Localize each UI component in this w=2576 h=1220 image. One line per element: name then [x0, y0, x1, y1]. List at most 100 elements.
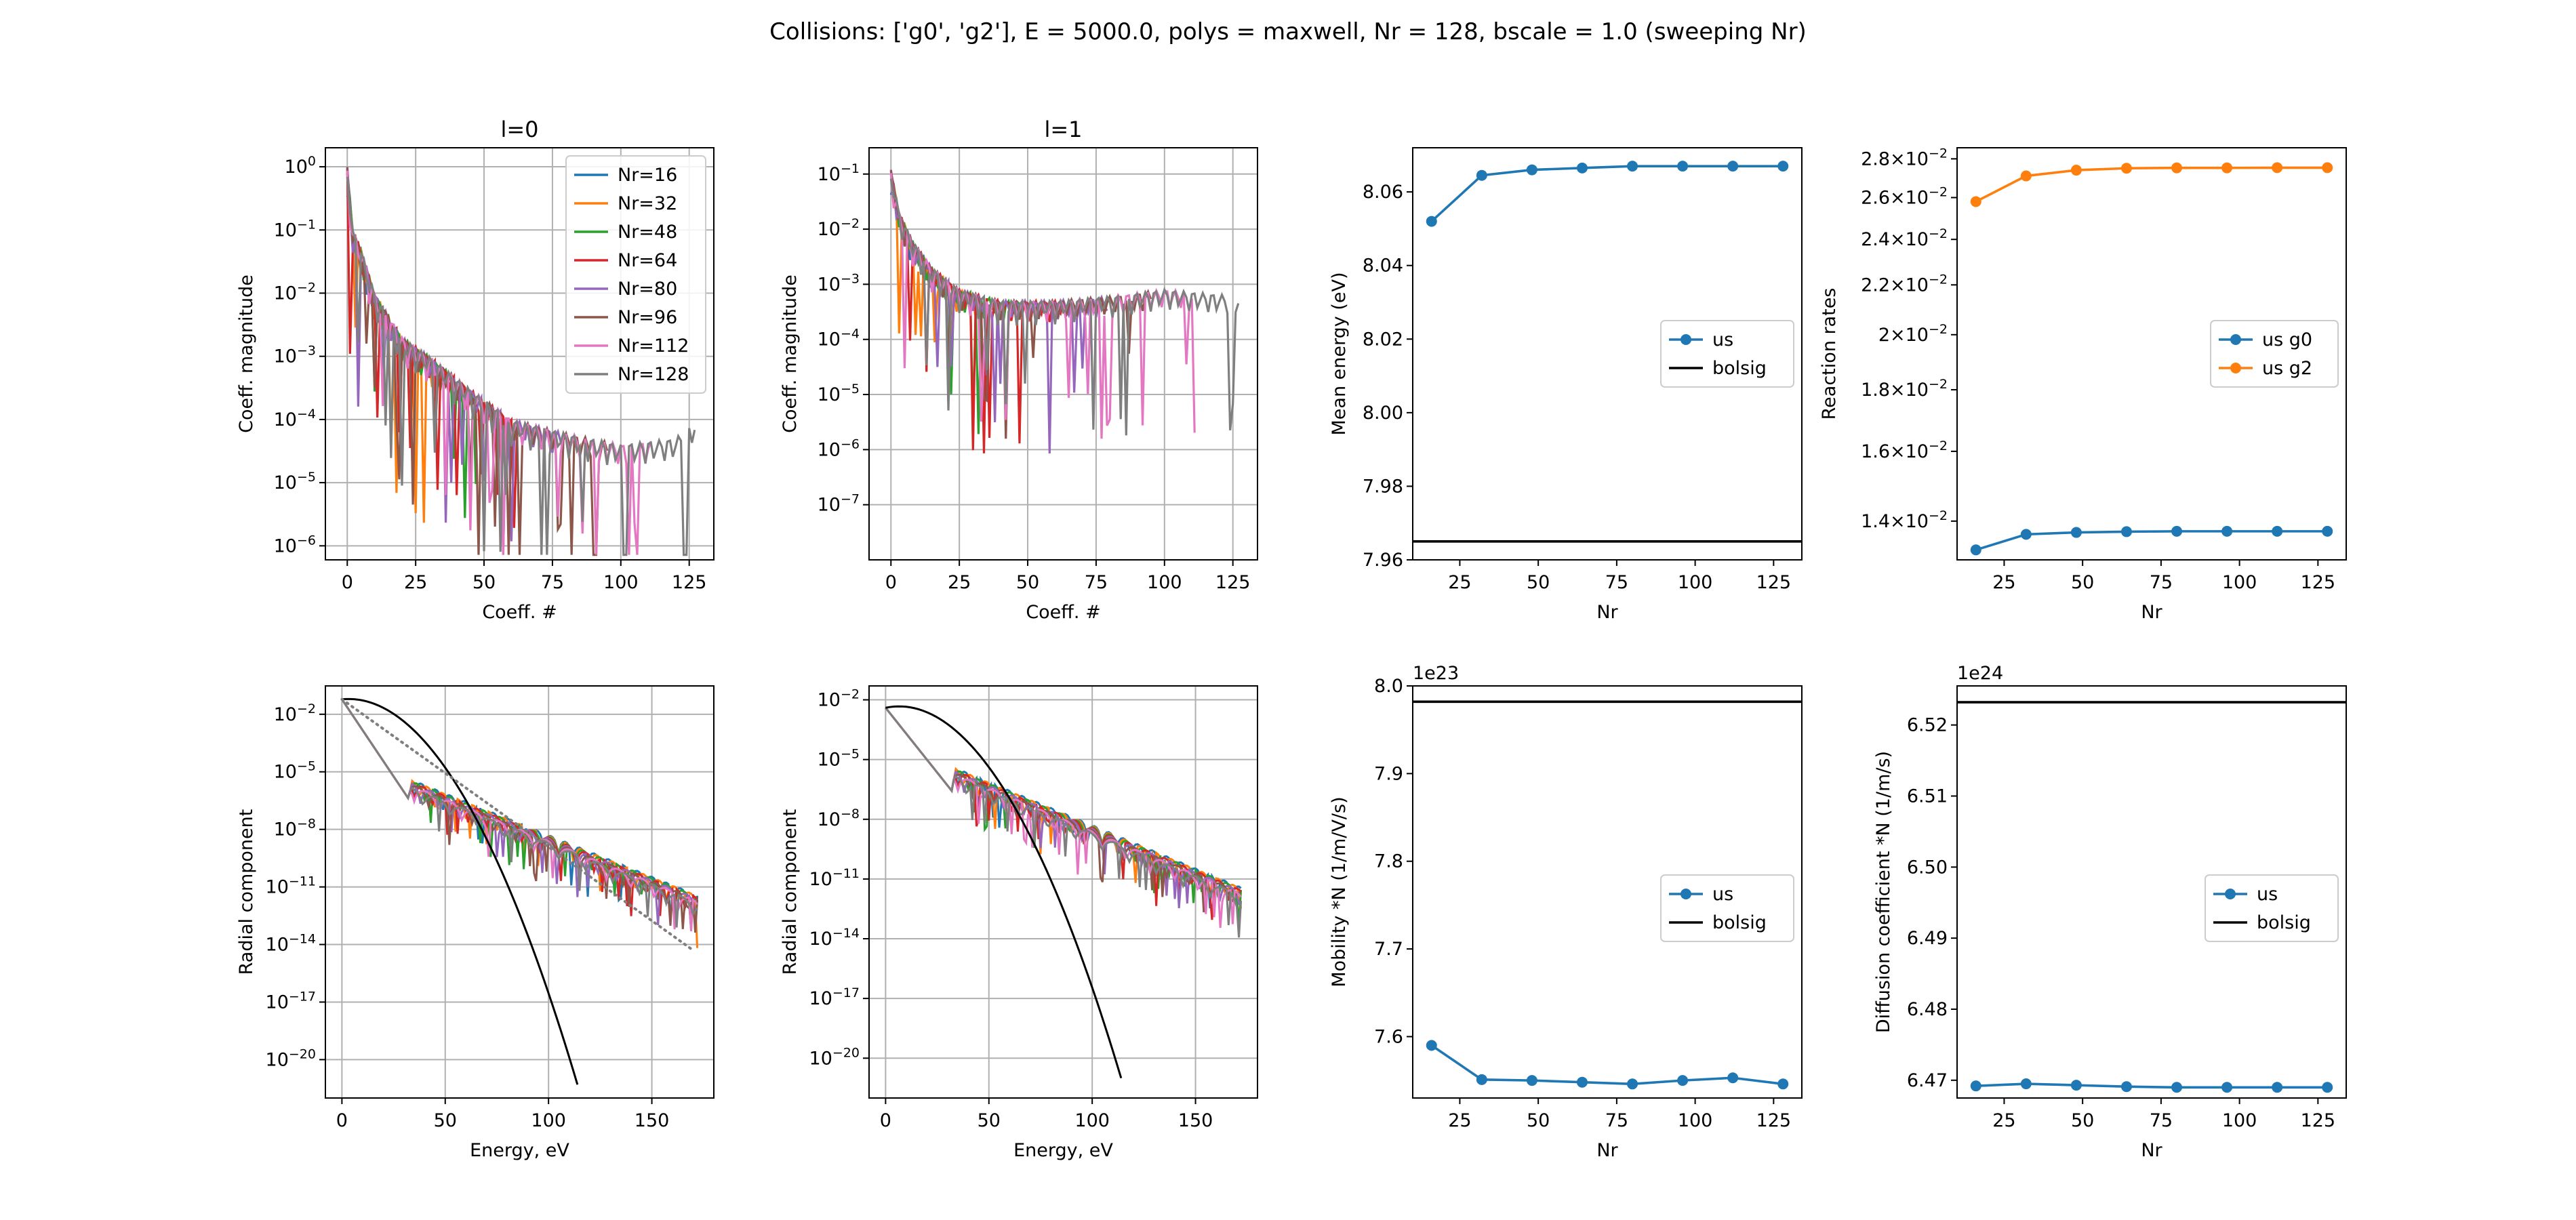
series-marker-us — [2171, 1082, 2183, 1093]
x-tick-label: 125 — [1756, 1110, 1792, 1131]
y-tick-label: 7.9 — [1374, 763, 1403, 784]
legend-label: bolsig — [1712, 912, 1767, 933]
x-tick-label: 125 — [1756, 572, 1792, 593]
series-marker-us-g0 — [2070, 527, 2082, 538]
x-axis-label: Coeff. # — [482, 602, 557, 623]
x-tick-label: 0 — [885, 572, 897, 593]
y-tick-label: 6.47 — [1907, 1070, 1948, 1091]
legend-label: us g0 — [2262, 329, 2312, 350]
x-tick-label: 125 — [672, 572, 707, 593]
y-tick-label: 10−11 — [809, 866, 860, 890]
figure-suptitle: Collisions: ['g0', 'g2'], E = 5000.0, po… — [769, 18, 1807, 45]
series-line-Nr=32 — [341, 698, 699, 948]
x-tick-label: 50 — [472, 572, 496, 593]
x-tick-label: 150 — [1178, 1110, 1213, 1131]
series-marker-us — [1677, 1075, 1689, 1086]
series-marker-us — [1576, 162, 1588, 174]
series-line-Nr=128 — [346, 176, 696, 556]
series-line-Nr=96 — [341, 698, 699, 933]
series-marker-us-g2 — [2171, 162, 2183, 174]
legend: Nr=16 Nr=32 Nr=48 Nr=64 Nr=80 Nr=96 Nr=112 Nr=1… — [565, 155, 706, 394]
y-tick-label: 10−4 — [818, 327, 860, 350]
legend-marker — [2230, 334, 2241, 345]
x-tick-label: 100 — [1074, 1110, 1110, 1131]
y-tick-label: 10−6 — [818, 436, 860, 460]
series-marker-us — [1426, 216, 1437, 227]
chart-l0_coeffs: 0 25 50 75 100 125 100 10−1 10−2 10−3 10−4 10−5 10−6… — [236, 117, 715, 623]
axes-frame — [1956, 147, 2347, 561]
legend: us bolsig — [2205, 874, 2339, 942]
series-marker-us-g0 — [2221, 525, 2233, 537]
y-tick-label: 7.6 — [1374, 1026, 1403, 1047]
x-tick-label: 25 — [404, 572, 427, 593]
series-marker-us — [2221, 1082, 2233, 1093]
axes-frame — [1412, 147, 1803, 561]
series-line-Nr=128 — [889, 178, 1240, 436]
series-line-us-g2 — [1975, 166, 2328, 203]
chart-panels: 0 25 50 75 100 125 100 10−1 10−2 10−3 10−4 10−5 10−6… — [236, 117, 2347, 1161]
legend-label: Nr=128 — [618, 364, 689, 385]
x-axis-label: Coeff. # — [1026, 602, 1100, 623]
y-tick-label: 6.49 — [1907, 928, 1948, 949]
y-tick-label: 10−3 — [818, 271, 860, 295]
plot-area — [340, 697, 699, 1085]
series-line-us — [1975, 1082, 2328, 1089]
y-axis-label: Reaction rates — [1819, 288, 1840, 420]
x-tick-label: 125 — [2301, 572, 2336, 593]
x-tick-label: 100 — [1678, 572, 1713, 593]
axes-title: l=1 — [1044, 117, 1082, 142]
chart-radial_l0: 0 50 100 150 10−2 10−5 10−8 10−11 10−14 10−17 10−2… — [236, 685, 715, 1161]
legend: us g0 us g2 — [2210, 320, 2339, 388]
series-marker-us — [1777, 1078, 1789, 1090]
y-tick-label: 10−20 — [809, 1045, 860, 1069]
legend-label: bolsig — [2257, 912, 2311, 933]
y-tick-label: 6.48 — [1907, 999, 1948, 1020]
series-marker-us — [1970, 1080, 1981, 1092]
legend-marker — [2225, 889, 2236, 899]
series-marker-us — [2020, 1078, 2032, 1090]
y-axis-label: Coeff. magnitude — [236, 274, 257, 433]
legend-box — [565, 155, 706, 394]
series-line-us — [1430, 165, 1784, 222]
series-marker-us — [2070, 1080, 2082, 1091]
y-tick-label: 10−20 — [266, 1046, 316, 1070]
x-axis-label: Nr — [1596, 1140, 1618, 1161]
y-tick-label: 8.06 — [1363, 182, 1403, 203]
chart-mobility: 25 50 75 100 125 7.6 7.7 7.8 7.9 8.0 Nr Mobility *N… — [1329, 663, 1803, 1161]
y-tick-label: 2.6×10−2 — [1861, 184, 1948, 208]
series-line-us-g0 — [1975, 530, 2328, 552]
series-line-Nr=80 — [341, 698, 698, 926]
y-axis-label: Mean energy (eV) — [1329, 272, 1350, 436]
series-marker-us — [1526, 164, 1537, 176]
legend-label: bolsig — [1712, 358, 1767, 379]
series-marker-us-g0 — [1970, 544, 1981, 556]
series-marker-us — [1677, 161, 1689, 172]
series-marker-us — [1627, 1078, 1638, 1090]
x-tick-label: 50 — [1016, 572, 1039, 593]
series-marker-us — [2272, 1082, 2283, 1093]
legend-label: us — [2257, 884, 2278, 905]
legend: us bolsig — [1660, 874, 1794, 942]
y-tick-label: 8.02 — [1363, 329, 1403, 350]
x-tick-label: 50 — [2071, 572, 2094, 593]
x-tick-label: 100 — [2222, 572, 2257, 593]
x-tick-label: 75 — [1605, 572, 1628, 593]
y-tick-label: 10−8 — [274, 817, 316, 840]
legend-marker — [1681, 889, 1691, 899]
plot-area — [1413, 700, 1802, 1090]
x-axis-label: Nr — [2141, 1140, 2162, 1161]
axes-title: l=0 — [500, 117, 538, 142]
y-tick-label: 10−14 — [266, 932, 316, 956]
axes-frame — [868, 685, 1258, 1099]
plot-area — [1413, 161, 1802, 543]
series-line-Nr=64 — [341, 698, 698, 929]
axis-offset-label: 1e23 — [1413, 663, 1459, 684]
series-marker-us — [1727, 1072, 1739, 1084]
x-tick-label: 0 — [336, 1110, 348, 1131]
y-tick-label: 10−2 — [274, 702, 316, 725]
legend-marker — [2230, 363, 2241, 373]
y-tick-label: 10−17 — [266, 989, 316, 1013]
x-tick-label: 25 — [1992, 1110, 2015, 1131]
x-axis-label: Energy, eV — [470, 1140, 569, 1161]
